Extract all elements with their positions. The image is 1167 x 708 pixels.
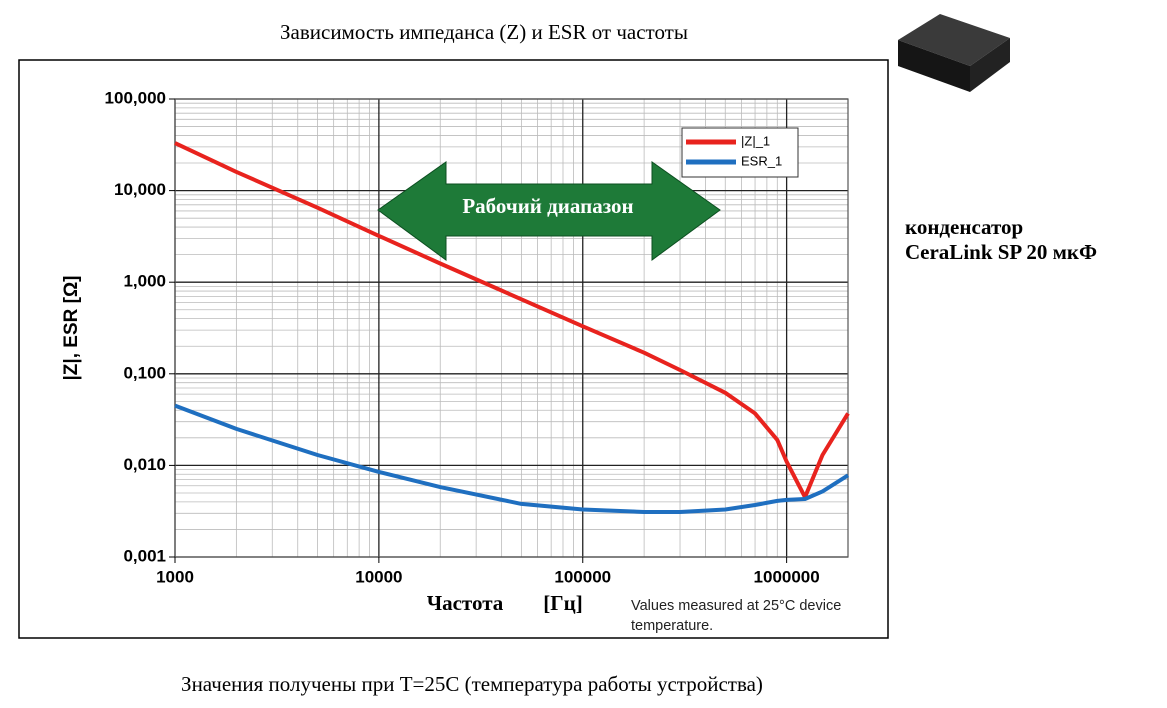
note: Values measured at 25°C device temperatu… <box>631 598 842 634</box>
annotation-text: Рабочий диапазон <box>462 194 633 218</box>
component-image <box>898 14 1010 92</box>
legend-box <box>681 127 799 178</box>
series-line <box>174 141 850 500</box>
x-axis-label: Частота <box>427 591 504 615</box>
annotation-arrow: Рабочий диапазон <box>377 161 721 261</box>
x-tick-label: 10000 <box>355 567 402 586</box>
footer: Значения получены при Т=25С (температура… <box>181 672 763 696</box>
x-tick-label: 1000000 <box>754 567 820 586</box>
y-tick-label: 0,010 <box>123 455 166 474</box>
side-label: CeraLink SP 20 мкФ <box>905 240 1097 264</box>
legend-label: ESR_1 <box>741 153 782 168</box>
x-tick-label: 100000 <box>554 567 611 586</box>
plot-border <box>174 98 849 558</box>
y-tick-label: 100,000 <box>105 88 166 107</box>
y-axis-label: |Z|, ESR [Ω] <box>61 275 82 380</box>
series-line <box>174 403 850 514</box>
y-tick-label: 0,001 <box>123 546 166 565</box>
legend-label: |Z|_1 <box>741 133 770 148</box>
y-tick-label: 10,000 <box>114 180 166 199</box>
chart-frame <box>18 59 889 639</box>
y-tick-label: 1,000 <box>123 272 166 291</box>
chart-title: Зависимость импеданса (Z) и ESR от часто… <box>280 20 688 44</box>
y-tick-label: 0,100 <box>123 363 166 382</box>
x-axis-unit: [Гц] <box>543 591 582 615</box>
x-tick-label: 1000 <box>156 567 194 586</box>
side-label: конденсатор <box>905 215 1023 239</box>
